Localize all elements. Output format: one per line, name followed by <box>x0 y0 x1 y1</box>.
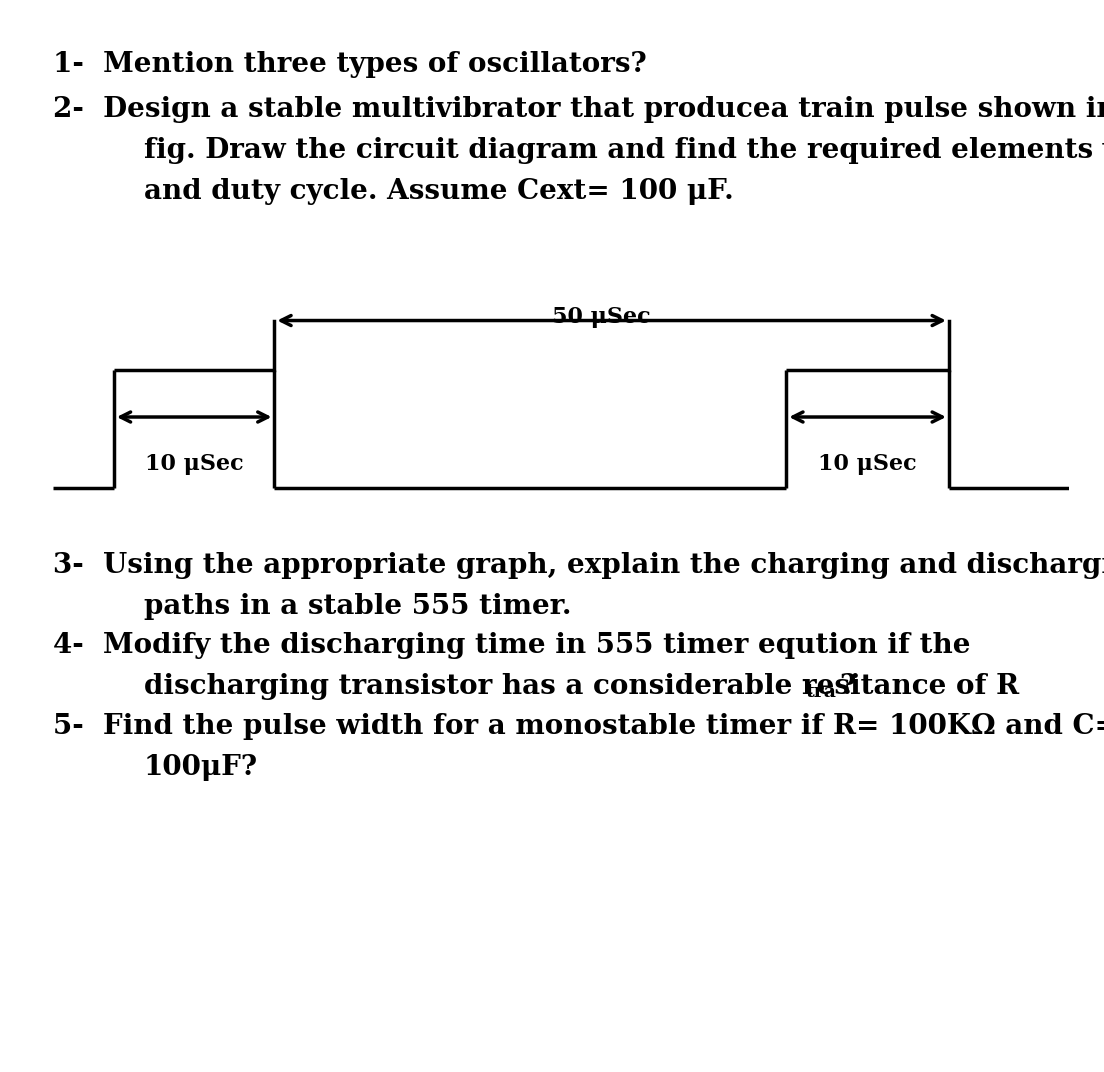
Text: 5-  Find the pulse width for a monostable timer if R= 100KΩ and C=: 5- Find the pulse width for a monostable… <box>53 713 1104 740</box>
Text: ?: ? <box>839 673 856 700</box>
Text: tra: tra <box>806 683 837 701</box>
Text: 50 μSec: 50 μSec <box>552 306 650 328</box>
Text: 1-  Mention three types of oscillators?: 1- Mention three types of oscillators? <box>53 51 647 78</box>
Text: 10 μSec: 10 μSec <box>145 453 244 476</box>
Text: 3-  Using the appropriate graph, explain the charging and discharging: 3- Using the appropriate graph, explain … <box>53 552 1104 579</box>
Text: 10 μSec: 10 μSec <box>818 453 917 476</box>
Text: 2-  Design a stable multivibrator that producea train pulse shown in: 2- Design a stable multivibrator that pr… <box>53 96 1104 123</box>
Text: 4-  Modify the discharging time in 555 timer eqution if the: 4- Modify the discharging time in 555 ti… <box>53 632 970 659</box>
Text: paths in a stable 555 timer.: paths in a stable 555 timer. <box>144 593 571 620</box>
Text: discharging transistor has a considerable resitance of R: discharging transistor has a considerabl… <box>144 673 1019 700</box>
Text: fig. Draw the circuit diagram and find the required elements values: fig. Draw the circuit diagram and find t… <box>144 137 1104 164</box>
Text: 100μF?: 100μF? <box>144 754 257 780</box>
Text: and duty cycle. Assume Cext= 100 μF.: and duty cycle. Assume Cext= 100 μF. <box>144 178 733 205</box>
